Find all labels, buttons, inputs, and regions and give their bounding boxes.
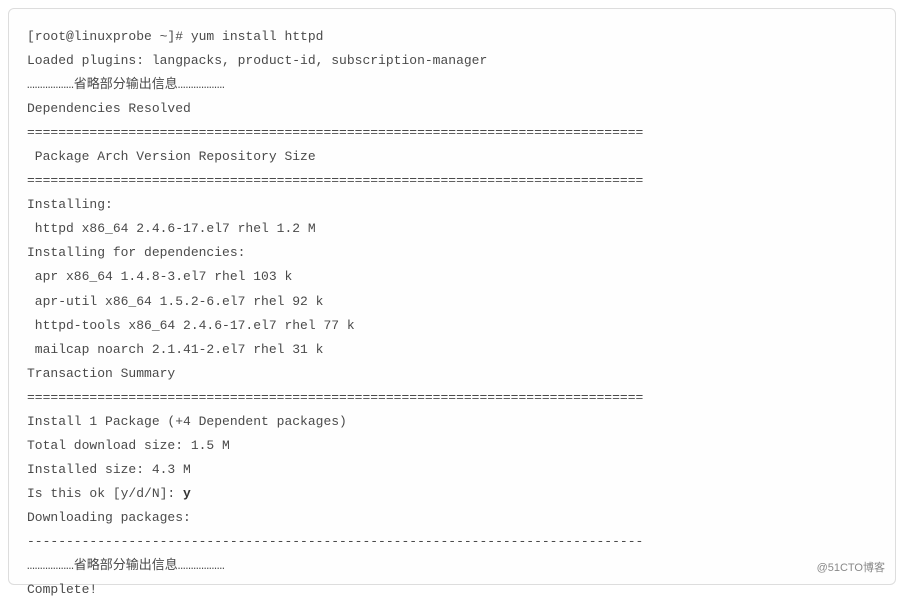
- prompt-prefix: Is this ok [y/d/N]:: [27, 486, 183, 501]
- terminal-output-box: [root@linuxprobe ~]# yum install httpdLo…: [8, 8, 896, 585]
- watermark-label: @51CTO博客: [817, 558, 885, 578]
- terminal-line: apr x86_64 1.4.8-3.el7 rhel 103 k: [27, 265, 877, 289]
- terminal-lines-after: Downloading packages:-------------------…: [27, 506, 877, 602]
- terminal-line: mailcap noarch 2.1.41-2.el7 rhel 31 k: [27, 338, 877, 362]
- terminal-line: Dependencies Resolved: [27, 97, 877, 121]
- terminal-line: ………………省略部分输出信息………………: [27, 554, 877, 578]
- terminal-line: ………………省略部分输出信息………………: [27, 73, 877, 97]
- terminal-line: Package Arch Version Repository Size: [27, 145, 877, 169]
- terminal-line: Installed size: 4.3 M: [27, 458, 877, 482]
- terminal-line: Downloading packages:: [27, 506, 877, 530]
- terminal-lines-before: [root@linuxprobe ~]# yum install httpdLo…: [27, 25, 877, 482]
- terminal-line: [root@linuxprobe ~]# yum install httpd: [27, 25, 877, 49]
- terminal-line: ========================================…: [27, 169, 877, 193]
- terminal-prompt-line: Is this ok [y/d/N]: y: [27, 482, 877, 506]
- terminal-line: Install 1 Package (+4 Dependent packages…: [27, 410, 877, 434]
- terminal-line: Installing for dependencies:: [27, 241, 877, 265]
- terminal-line: Complete!: [27, 578, 877, 602]
- terminal-line: ----------------------------------------…: [27, 530, 877, 554]
- terminal-line: ========================================…: [27, 121, 877, 145]
- terminal-line: Total download size: 1.5 M: [27, 434, 877, 458]
- terminal-line: httpd x86_64 2.4.6-17.el7 rhel 1.2 M: [27, 217, 877, 241]
- terminal-line: apr-util x86_64 1.5.2-6.el7 rhel 92 k: [27, 290, 877, 314]
- terminal-line: Installing:: [27, 193, 877, 217]
- terminal-line: Transaction Summary: [27, 362, 877, 386]
- terminal-line: httpd-tools x86_64 2.4.6-17.el7 rhel 77 …: [27, 314, 877, 338]
- terminal-line: ========================================…: [27, 386, 877, 410]
- prompt-user-input: y: [183, 486, 191, 501]
- terminal-line: Loaded plugins: langpacks, product-id, s…: [27, 49, 877, 73]
